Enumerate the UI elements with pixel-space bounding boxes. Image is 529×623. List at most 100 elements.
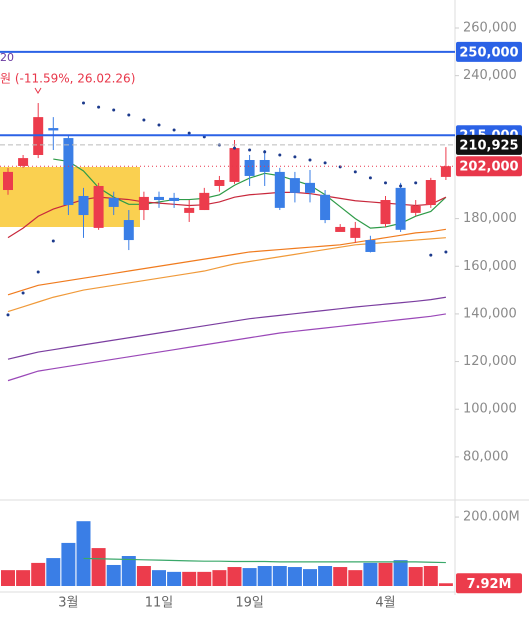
marker-arrow	[34, 87, 42, 94]
volume-bar	[76, 521, 91, 586]
sar-dot	[323, 161, 327, 165]
sar-dot	[82, 101, 85, 105]
volume-bar	[438, 583, 453, 586]
y-tick-label: 100,000	[463, 402, 517, 417]
sar-dot	[414, 181, 418, 185]
sar-dot	[384, 181, 387, 185]
volume-bar	[393, 560, 408, 586]
volume-average	[83, 557, 446, 564]
candle-body	[123, 220, 134, 241]
sar-dot	[368, 176, 372, 180]
candle-body	[78, 195, 89, 216]
volume-bar	[318, 566, 333, 586]
candle-body	[3, 171, 13, 191]
volume-bar	[106, 564, 121, 586]
volume-bar	[136, 566, 151, 586]
volume-label-box	[456, 573, 522, 594]
volume-bar	[121, 556, 136, 586]
y-tick-label: 160,000	[463, 259, 517, 274]
volume-bar	[363, 562, 378, 586]
sar-dot	[187, 131, 191, 135]
price-label-box	[456, 41, 522, 62]
x-tick-label: 19일	[235, 596, 264, 611]
sar-dot	[142, 118, 146, 122]
x-tick-label: 4월	[375, 596, 395, 611]
volume-bar	[378, 562, 393, 586]
sar-dot	[278, 153, 282, 157]
candle-body	[63, 138, 74, 206]
candle-body	[320, 194, 331, 221]
volume-bar	[182, 571, 197, 586]
price-label: 202,000	[459, 160, 518, 175]
annotation: 20	[0, 51, 14, 64]
sar-dot	[127, 113, 131, 117]
candle-body	[184, 207, 195, 213]
candle-body	[18, 158, 29, 166]
candle-body	[229, 148, 240, 182]
sar-dot	[399, 184, 403, 188]
moving-average	[7, 296, 446, 360]
candle-body	[395, 187, 406, 230]
candle-body	[380, 200, 391, 225]
candle-body	[199, 192, 210, 211]
volume-bar	[333, 567, 348, 586]
sar-dot	[308, 158, 312, 162]
moving-average	[7, 228, 446, 296]
sar-dot	[112, 108, 116, 112]
sar-dot	[353, 170, 357, 174]
candle-body	[48, 128, 59, 131]
y-tick-label: 180,000	[463, 211, 517, 226]
volume-label: 7.92M	[466, 577, 511, 592]
volume-bar	[31, 562, 46, 586]
price-label: 250,000	[459, 45, 518, 60]
moving-average	[7, 237, 446, 313]
volume-bar	[1, 570, 15, 586]
volume-bar	[167, 571, 182, 586]
sar-dot	[248, 148, 252, 152]
volume-bar	[423, 566, 438, 586]
candle-body	[305, 182, 315, 193]
candle-body	[93, 185, 104, 228]
price-label: 210,925	[459, 138, 518, 153]
volume-bar	[272, 566, 287, 586]
y-tick-label: 140,000	[463, 306, 517, 321]
sar-dot	[97, 105, 101, 109]
y-tick-label: 200.00M	[463, 510, 520, 525]
candle-body	[154, 196, 164, 201]
volume-bar	[242, 568, 257, 586]
volume-bar	[212, 570, 227, 586]
candle-body	[108, 197, 119, 207]
candle-body	[440, 166, 451, 177]
y-tick-label: 120,000	[463, 354, 517, 369]
sar-dot	[429, 253, 433, 257]
annotation: 원 (-11.59%, 26.02.26)	[0, 72, 135, 86]
volume-bar	[46, 558, 61, 586]
volume-bar	[91, 548, 106, 586]
sar-dot	[21, 291, 25, 295]
volume-bar	[348, 570, 363, 586]
candle-body	[335, 226, 346, 232]
sar-dot	[157, 123, 161, 127]
candle-body	[425, 180, 436, 206]
y-tick-label: 80,000	[463, 449, 509, 464]
volume-bar	[408, 567, 423, 586]
candle-body	[214, 180, 225, 186]
candle-body	[274, 171, 285, 208]
y-tick-label: 260,000	[463, 20, 517, 35]
x-tick-label: 11일	[145, 596, 174, 611]
sar-dot	[263, 150, 267, 154]
candle-body	[138, 196, 149, 211]
volume-bar	[197, 571, 212, 586]
candle-body	[289, 178, 300, 193]
volume-bar	[287, 567, 302, 586]
sar-dot	[172, 128, 176, 132]
volume-bar	[152, 570, 166, 586]
volume-bar	[257, 566, 272, 586]
moving-average	[7, 313, 446, 382]
y-tick-label: 240,000	[463, 68, 517, 83]
volume-bar	[227, 567, 242, 586]
candle-body	[244, 159, 255, 176]
candle-body	[410, 205, 421, 213]
volume-bar	[303, 569, 317, 586]
